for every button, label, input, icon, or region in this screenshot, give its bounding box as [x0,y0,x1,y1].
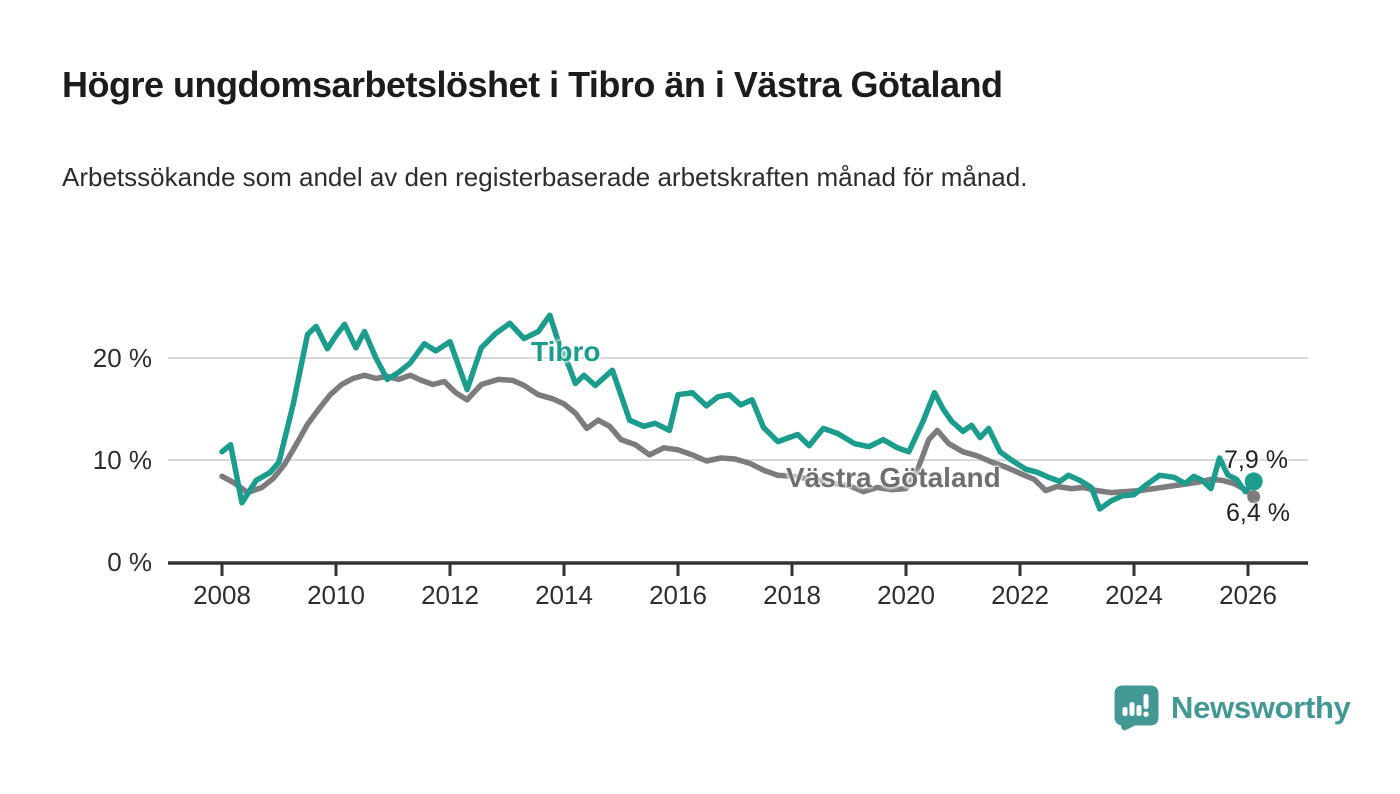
x-axis-label: 2022 [991,580,1049,610]
x-axis-label: 2024 [1105,580,1163,610]
y-axis-label: 10 % [92,445,152,475]
x-axis-label: 2016 [649,580,707,610]
y-axis-label: 0 % [107,547,152,577]
end-value-label-vastra-gotaland: 6,4 % [1226,499,1290,527]
x-axis-label: 2014 [535,580,593,610]
x-axis-label: 2020 [877,580,935,610]
x-axis-label: 2008 [193,580,251,610]
x-axis-label: 2010 [307,580,365,610]
series-label-tibro: Tibro [531,336,601,367]
series-line-tibro [219,312,1257,512]
x-axis-label: 2012 [421,580,479,610]
newsworthy-speech-bubble-bar-chart-icon [1114,685,1159,731]
series-end-dot-tibro [1244,472,1263,491]
series-end-dot-vastra-gotaland [1247,490,1261,504]
series-line-vastra-gotaland [219,372,1257,500]
chart-subtitle: Arbetssökande som andel av den registerb… [62,162,1028,192]
x-axis-label: 2026 [1219,580,1277,610]
y-axis-label: 20 % [92,343,152,373]
page-title: Högre ungdomsarbetslöshet i Tibro än i V… [62,64,1003,105]
x-axis-label: 2018 [763,580,821,610]
newsworthy-brand-name: Newsworthy [1171,689,1351,725]
newsworthy-brand: Newsworthy [1113,684,1351,731]
end-value-label-tibro: 7,9 % [1224,446,1288,474]
series-label-vastra-gotaland: Västra Götaland [786,462,1001,493]
